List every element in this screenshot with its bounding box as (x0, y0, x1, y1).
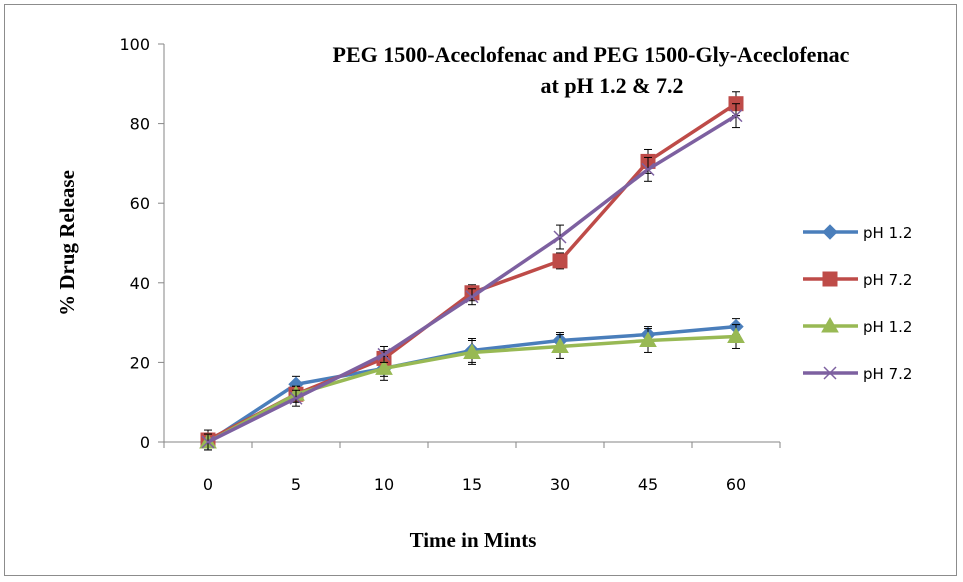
y-tick-label: 40 (130, 274, 150, 293)
x-tick-label: 5 (291, 475, 301, 494)
legend-item: pH 1.2 (803, 316, 912, 336)
legend-marker (821, 316, 839, 333)
legend-marker (823, 366, 837, 380)
series-4 (201, 103, 743, 451)
data-point (639, 331, 657, 348)
data-point (289, 391, 303, 405)
legend-label: pH 7.2 (863, 365, 912, 383)
series-3 (199, 324, 745, 451)
y-tick-label: 0 (140, 433, 150, 452)
legend-item: pH 1.2 (803, 224, 912, 242)
legend: pH 1.2 pH 7.2 pH 1.2 pH 7.2 (803, 224, 912, 383)
data-point (553, 230, 567, 244)
x-tick-label: 60 (726, 475, 746, 494)
legend-item: pH 7.2 (803, 365, 912, 383)
data-point (641, 162, 655, 176)
legend-marker (822, 224, 838, 240)
data-point (727, 327, 745, 344)
y-tick-label: 80 (130, 115, 150, 134)
x-axis-title: Time in Mints (410, 528, 537, 552)
chart-title-line-1: PEG 1500-Aceclofenac and PEG 1500-Gly-Ac… (333, 42, 850, 67)
data-point (201, 435, 215, 449)
x-tick-label: 30 (550, 475, 570, 494)
legend-label: pH 1.2 (863, 318, 912, 336)
y-tick-label: 60 (130, 194, 150, 213)
series-line (207, 114, 737, 444)
series-2 (200, 91, 744, 451)
data-point (463, 343, 481, 359)
data-point (551, 337, 569, 353)
series-layer (199, 91, 745, 451)
chart-title-line-2: at pH 1.2 & 7.2 (541, 73, 684, 98)
data-point (377, 347, 391, 361)
y-tick-label: 100 (119, 35, 150, 54)
legend-marker (822, 271, 838, 287)
x-tick-label: 0 (203, 475, 213, 494)
legend-label: pH 7.2 (863, 271, 912, 289)
x-tick-label: 10 (374, 475, 394, 494)
data-point (465, 290, 479, 304)
axes-layer: 0 20 40 60 80 100 0 5 10 15 30 45 60 (119, 35, 781, 494)
data-point (729, 109, 743, 123)
y-axis-title: % Drug Release (55, 170, 79, 316)
legend-label: pH 1.2 (863, 224, 912, 242)
x-tick-label: 45 (638, 475, 658, 494)
data-point (552, 253, 568, 269)
y-tick-label: 20 (130, 353, 150, 372)
x-tick-label: 15 (462, 475, 482, 494)
data-point (375, 359, 393, 375)
legend-item: pH 7.2 (803, 271, 912, 289)
